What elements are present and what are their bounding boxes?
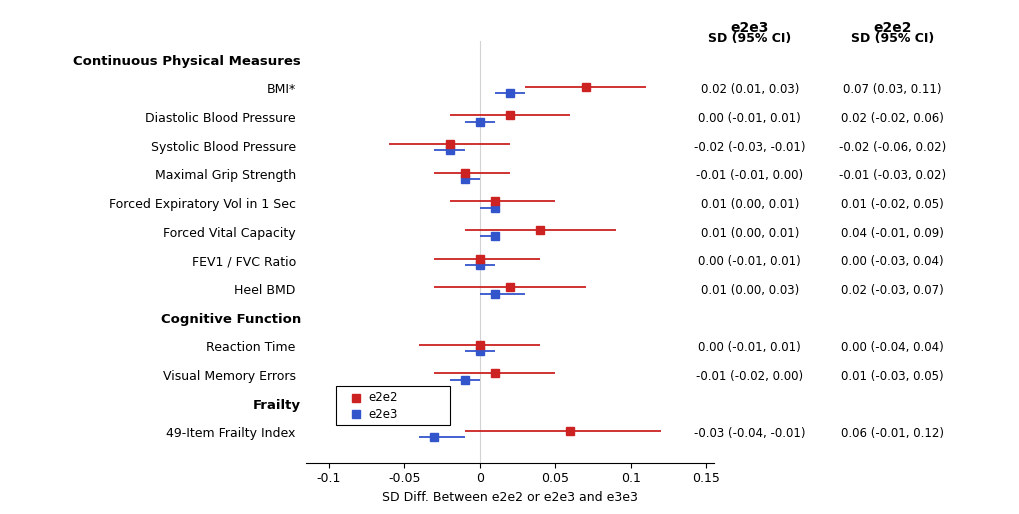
- Text: Heel BMD: Heel BMD: [234, 284, 296, 297]
- Text: 0.01 (-0.02, 0.05): 0.01 (-0.02, 0.05): [841, 198, 943, 211]
- Text: -0.01 (-0.03, 0.02): -0.01 (-0.03, 0.02): [838, 170, 946, 182]
- Text: 49-Item Frailty Index: 49-Item Frailty Index: [166, 428, 296, 440]
- Text: 0.02 (-0.03, 0.07): 0.02 (-0.03, 0.07): [841, 284, 943, 297]
- Text: Forced Expiratory Vol in 1 Sec: Forced Expiratory Vol in 1 Sec: [109, 198, 296, 211]
- Text: 0.07 (0.03, 0.11): 0.07 (0.03, 0.11): [843, 83, 941, 96]
- X-axis label: SD Diff. Between e2e2 or e2e3 and e3e3: SD Diff. Between e2e2 or e2e3 and e3e3: [382, 491, 637, 504]
- Text: 0.00 (-0.04, 0.04): 0.00 (-0.04, 0.04): [841, 341, 943, 355]
- Text: Maximal Grip Strength: Maximal Grip Strength: [155, 170, 296, 182]
- Text: 0.00 (-0.01, 0.01): 0.00 (-0.01, 0.01): [698, 112, 800, 125]
- Text: -0.01 (-0.01, 0.00): -0.01 (-0.01, 0.00): [695, 170, 803, 182]
- Text: SD (95% CI): SD (95% CI): [850, 32, 933, 45]
- Text: BMI*: BMI*: [266, 83, 296, 96]
- Text: e2e3: e2e3: [730, 21, 768, 35]
- Text: Cognitive Function: Cognitive Function: [161, 313, 301, 326]
- Text: -0.03 (-0.04, -0.01): -0.03 (-0.04, -0.01): [693, 428, 805, 440]
- Text: 0.00 (-0.03, 0.04): 0.00 (-0.03, 0.04): [841, 255, 943, 268]
- Text: Frailty: Frailty: [253, 399, 301, 412]
- Text: Visual Memory Errors: Visual Memory Errors: [163, 370, 296, 383]
- Text: Continuous Physical Measures: Continuous Physical Measures: [73, 54, 301, 68]
- Text: -0.01 (-0.02, 0.00): -0.01 (-0.02, 0.00): [695, 370, 803, 383]
- Text: 0.01 (0.00, 0.03): 0.01 (0.00, 0.03): [700, 284, 798, 297]
- Text: 0.06 (-0.01, 0.12): 0.06 (-0.01, 0.12): [841, 428, 943, 440]
- Text: 0.01 (-0.03, 0.05): 0.01 (-0.03, 0.05): [841, 370, 943, 383]
- Text: e2e2: e2e2: [368, 391, 397, 404]
- Text: 0.01 (0.00, 0.01): 0.01 (0.00, 0.01): [700, 227, 798, 240]
- Text: 0.02 (-0.02, 0.06): 0.02 (-0.02, 0.06): [841, 112, 943, 125]
- Text: 0.00 (-0.01, 0.01): 0.00 (-0.01, 0.01): [698, 255, 800, 268]
- Text: Systolic Blood Pressure: Systolic Blood Pressure: [151, 141, 296, 154]
- Text: Forced Vital Capacity: Forced Vital Capacity: [163, 227, 296, 240]
- Text: 0.04 (-0.01, 0.09): 0.04 (-0.01, 0.09): [841, 227, 943, 240]
- Text: -0.02 (-0.06, 0.02): -0.02 (-0.06, 0.02): [838, 141, 946, 154]
- Text: e2e3: e2e3: [368, 408, 397, 421]
- Text: Diastolic Blood Pressure: Diastolic Blood Pressure: [145, 112, 296, 125]
- Text: 0.02 (0.01, 0.03): 0.02 (0.01, 0.03): [700, 83, 798, 96]
- Text: 0.01 (0.00, 0.01): 0.01 (0.00, 0.01): [700, 198, 798, 211]
- FancyBboxPatch shape: [336, 387, 449, 426]
- Text: FEV1 / FVC Ratio: FEV1 / FVC Ratio: [192, 255, 296, 268]
- Text: e2e2: e2e2: [872, 21, 911, 35]
- Text: SD (95% CI): SD (95% CI): [707, 32, 791, 45]
- Text: Reaction Time: Reaction Time: [206, 341, 296, 355]
- Text: 0.00 (-0.01, 0.01): 0.00 (-0.01, 0.01): [698, 341, 800, 355]
- Text: -0.02 (-0.03, -0.01): -0.02 (-0.03, -0.01): [693, 141, 805, 154]
